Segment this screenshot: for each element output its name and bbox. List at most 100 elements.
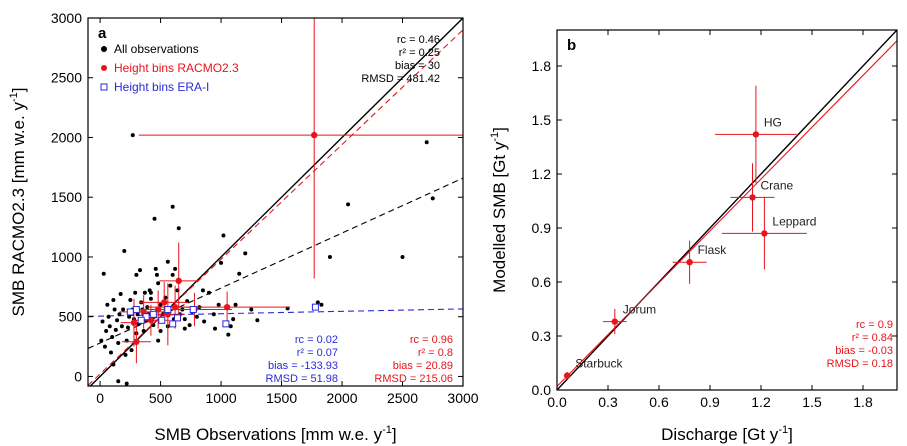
data-point [130,319,138,326]
y-tick-label: 0.6 [532,274,552,290]
y-tick-label: 1500 [51,189,82,205]
stats-text: RMSD = 0.18 [827,358,893,370]
plot-frame [87,17,464,387]
panel-letter: a [98,25,107,42]
data-point [156,338,161,343]
y-tick-label: 1000 [51,249,82,265]
data-point [142,290,147,295]
data-point [182,317,187,322]
data-point [116,340,121,345]
stats-text: rc = 0.02 [295,334,338,346]
x-axis-label: SMB Observations [mm w.e. y-1] [154,424,396,444]
data-point [117,312,122,317]
data-point [122,248,127,253]
data-point-square [158,316,166,324]
data-point [171,303,179,311]
data-point [148,290,153,295]
stats-text: r² = 0.07 [297,347,338,359]
stats-text: RMSD = 481.42 [361,73,440,85]
x-tick-label: 0.9 [700,394,720,410]
data-point [127,314,132,319]
point-label: Jorum [623,303,656,317]
data-point [243,251,248,256]
x-tick-label: 0 [96,390,104,406]
plot-area [88,18,463,386]
point-label: Crane [761,178,794,192]
data-point [315,300,320,305]
data-point-square [126,308,134,316]
data-point [564,372,571,379]
point-label: Leppard [772,214,816,228]
data-point [175,277,182,285]
legend-label: Height bins ERA-I [114,80,209,94]
point-label: Starbuck [575,357,623,371]
x-tick-label: 3000 [447,390,478,406]
data-point [156,281,161,286]
data-point [130,133,135,138]
stats-text: bias = 20.89 [393,360,453,372]
data-point [125,325,130,330]
data-point-square [174,314,182,322]
x-tick-label: 0.6 [649,394,669,410]
y-tick-label: 0.3 [532,328,552,344]
data-point [102,344,107,349]
data-point [311,131,318,139]
data-point [202,319,207,324]
data-point [233,302,238,307]
data-point [430,196,435,201]
line-fit-racmo2-3-bins [88,29,463,386]
data-point [99,338,104,343]
data-point [158,329,163,334]
data-point [112,307,117,312]
data-point [213,326,218,331]
data-point [173,266,178,271]
data-point [106,314,111,319]
data-point [123,352,128,357]
stats-text: rc = 0.9 [856,319,893,331]
data-point [138,268,143,273]
data-point [110,335,115,340]
data-point [216,302,221,307]
legend-marker-square [100,83,108,91]
stats-text: r² = 0.25 [399,47,440,59]
data-point [221,233,226,238]
x-tick-label: 500 [149,390,173,406]
panel-letter: b [567,37,576,54]
data-point [152,216,157,221]
data-point-square [311,303,319,311]
point-label: Flask [698,243,728,257]
y-tick-label: 1.2 [532,166,552,182]
x-axis-label: Discharge [Gt y-1] [661,424,793,444]
stats-text: RMSD = 51.98 [266,373,338,385]
stats-text: r² = 0.84 [852,332,893,344]
data-point [111,362,116,367]
stats-text: rc = 0.46 [397,34,440,46]
panel-a: 0 500 1000 1500 2000 2500 3000 0 500 1000 1500 2000… [8,10,479,444]
data-point [128,297,133,302]
data-point [111,297,116,302]
data-point [161,299,168,306]
x-tick-label: 2500 [387,390,418,406]
data-point [231,317,236,322]
data-point [752,131,760,138]
data-point-square [137,316,145,324]
data-point [170,272,175,277]
stats-text: bias = -0.03 [835,345,893,357]
plot-area [557,30,897,390]
y-axis-label: Modelled SMB [Gt y-1] [489,127,509,293]
data-point [118,292,123,296]
data-point-square [189,306,197,314]
data-point [101,271,106,276]
y-axis-label: SMB RACMO2.3 [mm w.e. y-1] [8,88,28,317]
stats-text: r² = 0.8 [418,347,453,359]
x-tick-label: 1000 [205,390,236,406]
data-point [105,302,110,307]
x-tick-label: 0.3 [598,394,618,410]
y-tick-label: 500 [59,309,83,325]
data-point-square [169,320,177,328]
data-point [113,327,118,332]
data-point-square [142,313,150,321]
data-point [108,350,113,355]
data-point [116,379,121,384]
